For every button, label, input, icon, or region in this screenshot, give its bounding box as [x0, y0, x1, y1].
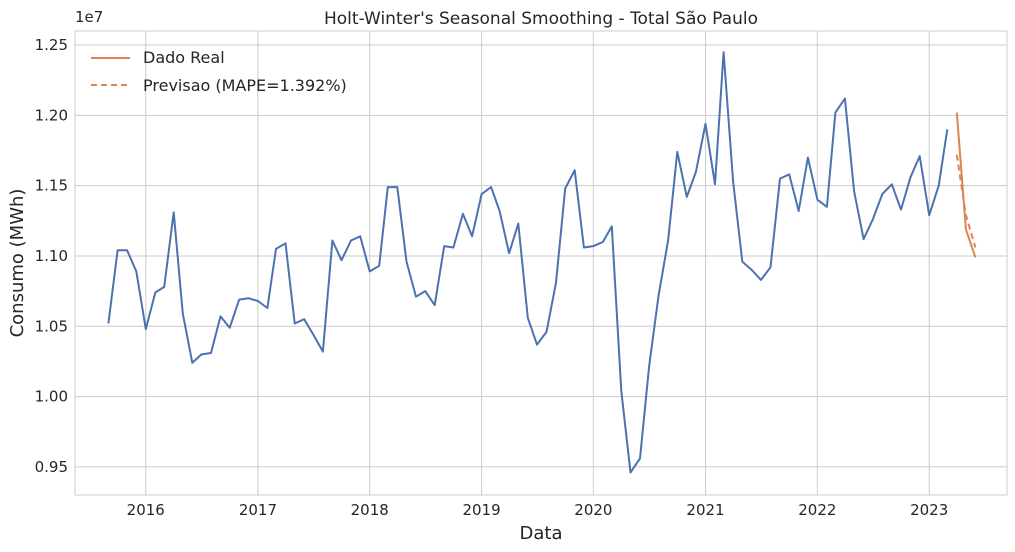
y-tick-label: 1.25	[35, 36, 68, 54]
grid	[75, 31, 1007, 495]
legend: Dado Real Previsao (MAPE=1.392%)	[91, 48, 347, 95]
x-tick-label: 2021	[686, 501, 724, 519]
y-tick-label: 1.20	[35, 106, 68, 124]
series-layer	[107, 51, 977, 474]
plot-area	[74, 30, 1008, 496]
x-tick-label: 2016	[127, 501, 165, 519]
x-tick-label: 2017	[239, 501, 277, 519]
y-tick-labels: 0.95 1.00 1.05 1.10 1.15 1.20 1.25	[35, 36, 68, 476]
series-line-dado-real	[955, 112, 977, 258]
chart-title: Holt-Winter's Seasonal Smoothing - Total…	[324, 9, 758, 29]
y-tick-label: 1.05	[35, 317, 68, 335]
y-tick-label: 1.15	[35, 177, 68, 195]
legend-label-dado-real: Dado Real	[143, 48, 225, 67]
x-tick-label: 2023	[910, 501, 948, 519]
x-tick-label: 2020	[574, 501, 612, 519]
x-tick-label: 2022	[798, 501, 836, 519]
series-line-historical	[107, 51, 949, 474]
x-tick-labels: 2016 2017 2018 2019 2020 2021 2022 2023	[127, 501, 949, 519]
x-axis-label: Data	[520, 523, 563, 544]
legend-label-previsao: Previsao (MAPE=1.392%)	[143, 76, 347, 95]
y-tick-label: 1.10	[35, 247, 68, 265]
x-tick-label: 2018	[351, 501, 389, 519]
y-axis-label: Consumo (MWh)	[7, 189, 28, 338]
y-tick-label: 1.00	[35, 388, 68, 406]
series-line-previsao	[955, 154, 977, 248]
y-offset-label: 1e7	[75, 8, 103, 26]
x-tick-label: 2019	[462, 501, 500, 519]
y-tick-label: 0.95	[35, 458, 68, 476]
